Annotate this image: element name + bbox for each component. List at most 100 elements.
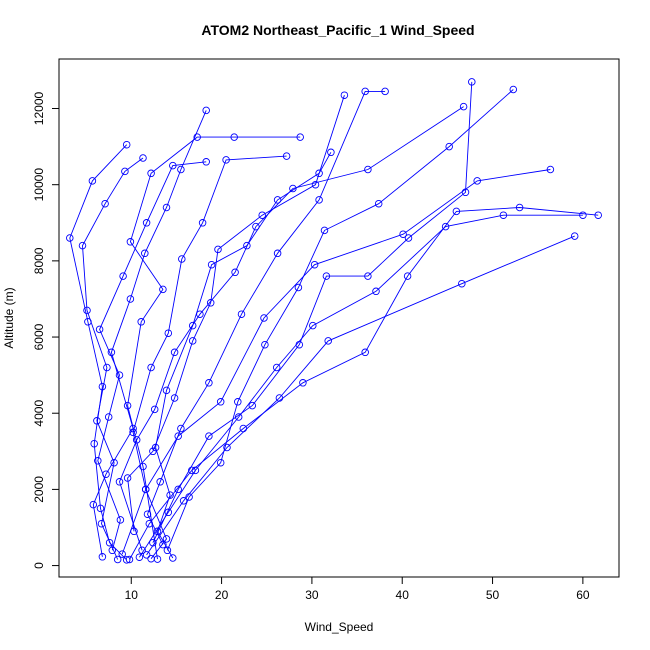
data-point <box>132 436 141 444</box>
series-line <box>119 106 464 551</box>
data-point <box>296 133 304 141</box>
data-point <box>149 447 157 456</box>
data-point <box>122 140 131 149</box>
data-point <box>169 161 177 170</box>
series-line <box>127 95 345 532</box>
profile-series-15 <box>125 203 602 564</box>
data-point <box>188 321 197 330</box>
data-point <box>104 413 113 421</box>
profile-series-8 <box>123 91 349 536</box>
data-point <box>594 211 602 219</box>
data-point <box>103 363 111 372</box>
data-point <box>123 474 132 482</box>
data-point <box>193 133 201 141</box>
profile-series-1 <box>66 140 131 564</box>
data-point <box>118 550 126 558</box>
data-point <box>108 546 117 555</box>
data-point <box>230 133 238 141</box>
series-line <box>146 235 575 556</box>
data-point <box>361 348 369 357</box>
data-point <box>243 241 251 250</box>
data-point <box>509 85 518 94</box>
data-point <box>579 211 587 219</box>
series-line <box>152 81 473 543</box>
data-point <box>403 272 412 280</box>
data-point <box>164 329 173 337</box>
data-point <box>137 318 145 326</box>
x-tick-label: 30 <box>305 588 319 602</box>
data-point <box>216 398 225 406</box>
data-point <box>499 211 508 219</box>
data-point <box>166 491 174 499</box>
data-point <box>66 234 74 242</box>
series-line <box>69 144 128 561</box>
data-point <box>121 167 129 176</box>
profile-series-2 <box>129 152 291 563</box>
series-line <box>121 169 551 555</box>
x-tick-label: 50 <box>486 588 500 602</box>
data-point <box>327 148 335 157</box>
data-point <box>459 102 468 111</box>
x-axis-label: Wind_Speed <box>305 620 374 634</box>
data-point <box>110 458 118 467</box>
y-tick-label: 2000 <box>32 476 46 503</box>
data-point <box>198 219 207 227</box>
data-point <box>94 457 102 465</box>
data-point <box>105 538 114 547</box>
data-point <box>252 222 260 231</box>
plot-area <box>66 78 602 564</box>
data-point <box>234 398 242 406</box>
data-point <box>164 508 173 517</box>
data-point <box>309 321 317 330</box>
profile-series-4 <box>78 154 147 564</box>
data-point <box>174 432 182 440</box>
series-line <box>129 207 599 560</box>
data-point <box>122 556 131 564</box>
chart-title: ATOM2 Northeast_Pacific_1 Wind_Speed <box>201 22 474 38</box>
data-point <box>320 226 329 235</box>
data-point <box>315 169 323 178</box>
data-point <box>141 485 150 494</box>
data-point <box>248 401 257 410</box>
data-point <box>135 553 144 561</box>
y-tick-label: 8000 <box>32 247 46 274</box>
series-line <box>92 110 207 557</box>
profile-series-13 <box>135 211 587 561</box>
data-point <box>97 519 106 528</box>
data-point <box>374 199 383 208</box>
data-point <box>129 424 137 433</box>
data-point <box>188 337 197 345</box>
profile-series-10 <box>115 102 468 555</box>
profile-series-14 <box>118 165 555 558</box>
axes: 10 20 30 40 50 60 0 2000 4000 6000 8000 10000 12000 <box>32 92 590 602</box>
data-point <box>139 462 147 471</box>
data-point <box>115 478 124 486</box>
plot-frame <box>58 58 620 578</box>
data-point <box>123 401 132 410</box>
data-point <box>223 443 231 452</box>
profile-series-6 <box>123 133 304 563</box>
data-point <box>178 255 186 263</box>
data-point <box>324 337 332 345</box>
data-point <box>206 299 215 307</box>
data-point <box>261 340 269 349</box>
data-point <box>515 203 524 212</box>
y-tick-label: 6000 <box>32 323 46 350</box>
data-point <box>90 439 98 448</box>
data-point <box>162 386 171 395</box>
data-point <box>170 348 179 357</box>
data-point <box>125 555 134 564</box>
x-tick-label: 40 <box>396 588 410 602</box>
series-line <box>155 152 332 559</box>
data-point <box>83 306 91 315</box>
data-point <box>116 516 125 524</box>
profile-series-7 <box>94 158 210 555</box>
data-point <box>205 379 213 387</box>
data-point <box>202 106 210 115</box>
data-point <box>315 196 323 204</box>
x-tick-label: 60 <box>576 588 590 602</box>
series-line <box>166 89 514 551</box>
data-point <box>174 485 182 494</box>
data-point <box>299 379 307 387</box>
